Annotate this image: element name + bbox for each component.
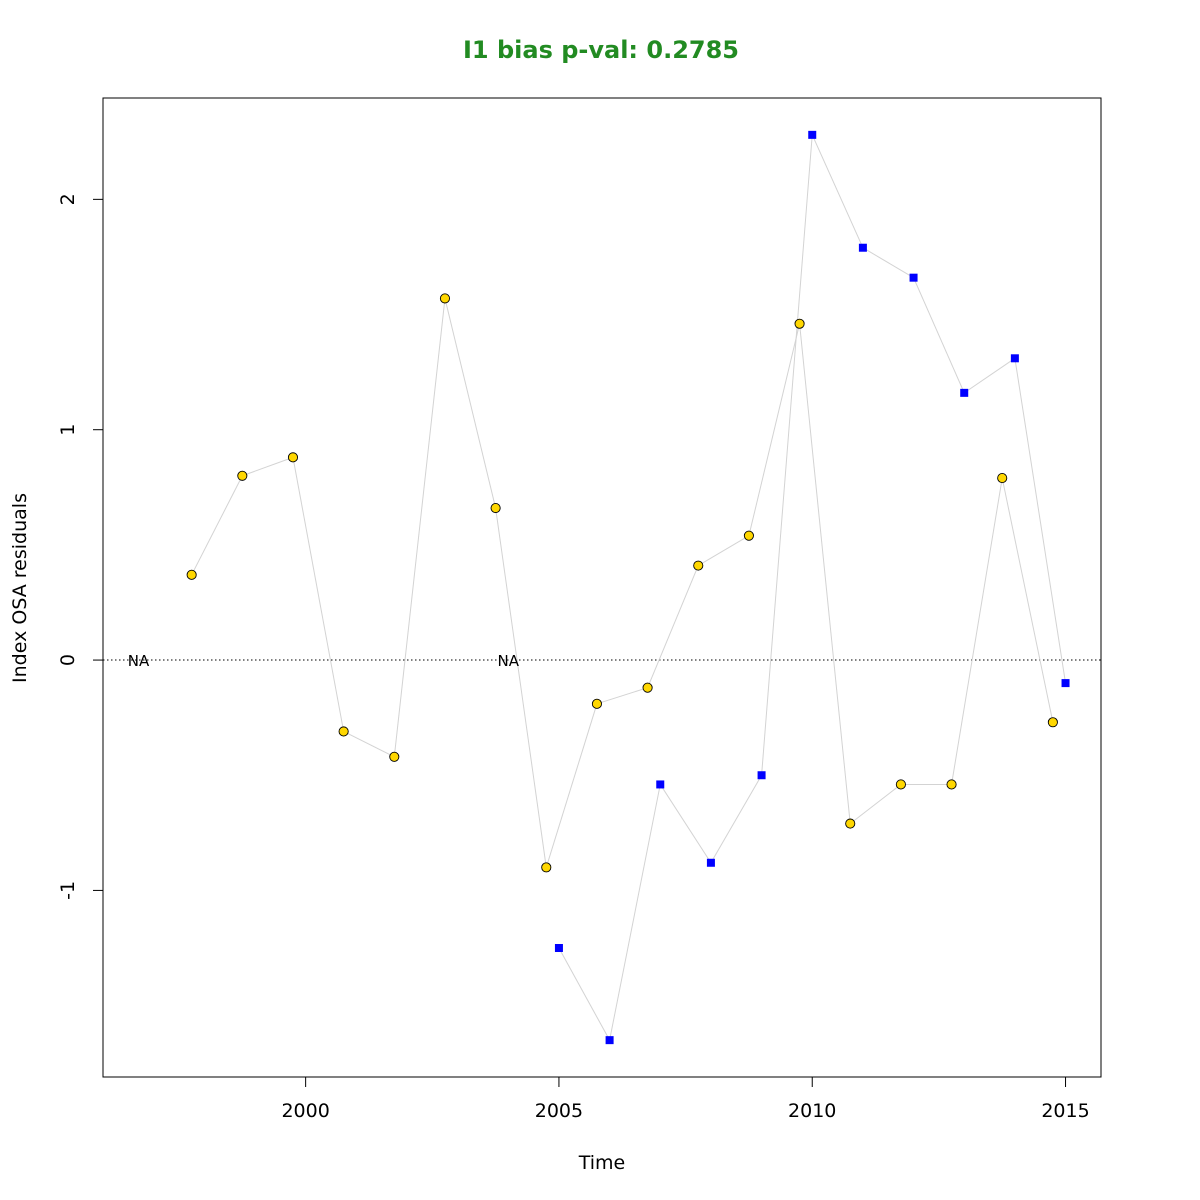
plot-frame — [102, 97, 1102, 1078]
series-2-point — [858, 243, 867, 252]
chart-title: I1 bias p-val: 0.2785 — [463, 36, 739, 64]
series-2-point — [808, 130, 817, 139]
series-1-segment — [596, 687, 648, 705]
x-tick-label: 2005 — [535, 1100, 583, 1122]
series-2-segment — [558, 947, 611, 1041]
series-1-segment — [951, 478, 1003, 785]
series-1-segment — [242, 456, 294, 477]
series-2-segment — [963, 357, 1016, 394]
series-2-segment — [913, 277, 965, 394]
y-axis-label: Index OSA residuals — [9, 493, 31, 683]
series-1-segment — [697, 535, 750, 567]
y-tick-label: 1 — [57, 424, 79, 436]
x-axis-label: Time — [578, 1152, 626, 1174]
data-points — [186, 130, 1070, 1045]
series-1-point — [338, 726, 349, 737]
series-2-segment — [811, 134, 864, 248]
y-tick-label: 2 — [57, 193, 79, 205]
series-2-point — [909, 273, 918, 282]
series-2-segment — [659, 784, 712, 864]
series-2-segment — [609, 784, 661, 1041]
series-1-point — [287, 452, 299, 463]
series-1-point — [541, 862, 552, 873]
series-1-point — [845, 818, 856, 829]
series-1-segment — [191, 475, 243, 576]
na-label: NA — [498, 652, 520, 670]
series-1-segment — [748, 323, 801, 536]
series-2-segment — [710, 774, 763, 864]
series-lines — [191, 134, 1067, 1041]
series-2-point — [554, 944, 563, 953]
series-1-point — [693, 560, 704, 571]
series-2-segment — [862, 247, 914, 279]
series-2-point — [1010, 354, 1019, 363]
series-2-point — [605, 1036, 614, 1045]
series-1-segment — [799, 323, 851, 824]
series-1-segment — [545, 703, 598, 868]
x-tick-label: 2010 — [788, 1100, 836, 1122]
series-1-segment — [1001, 477, 1054, 723]
series-1-point — [237, 470, 248, 481]
series-1-point — [946, 779, 957, 790]
na-labels: NA NA — [128, 652, 520, 670]
series-2-point — [757, 771, 766, 780]
y-tick-label: -1 — [57, 881, 79, 900]
series-2-segment — [1014, 358, 1067, 684]
series-1-point — [895, 779, 906, 790]
series-1-point — [439, 293, 451, 304]
series-2-segment — [761, 134, 813, 776]
series-2-point — [1061, 679, 1070, 688]
series-1-point — [186, 569, 197, 580]
series-1-segment — [393, 298, 446, 757]
series-1-segment — [292, 457, 345, 732]
series-1-point — [743, 530, 754, 541]
series-2-point — [960, 388, 969, 397]
series-1-segment — [444, 298, 497, 509]
x-tick-label: 2000 — [281, 1100, 329, 1122]
series-2-point — [706, 858, 715, 867]
x-axis: 2000 2005 2010 2015 — [281, 1076, 1090, 1122]
series-1-point — [389, 751, 400, 762]
series-1-segment — [495, 507, 547, 868]
series-1-point — [794, 318, 805, 329]
series-1-point — [997, 473, 1008, 484]
series-1-point — [1047, 717, 1058, 728]
series-1-point — [490, 502, 501, 514]
series-1-segment — [849, 784, 902, 825]
series-1-segment — [647, 565, 699, 688]
series-1-point — [591, 698, 602, 709]
y-axis: -1 0 1 2 — [57, 193, 104, 900]
series-1-point — [642, 682, 653, 693]
na-label: NA — [128, 652, 150, 670]
series-1-segment — [343, 731, 395, 758]
x-tick-label: 2015 — [1041, 1100, 1089, 1122]
y-tick-label: 0 — [57, 654, 79, 666]
series-2-point — [656, 780, 665, 789]
